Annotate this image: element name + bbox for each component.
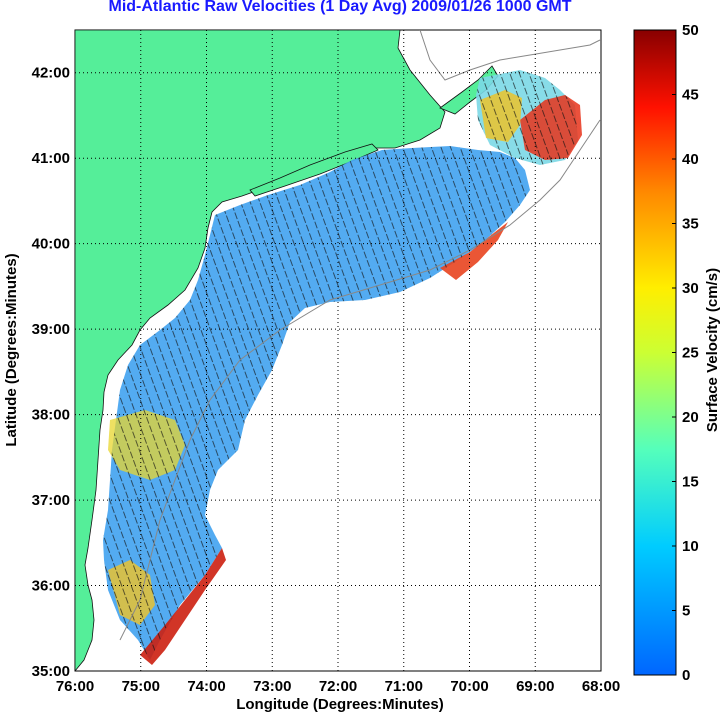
colorbar	[633, 29, 677, 676]
latitude-tick-label: 40:00	[32, 236, 70, 253]
bathymetry-contour	[119, 119, 601, 641]
long-island	[249, 143, 379, 197]
latitude-tick-label: 35:00	[32, 663, 70, 680]
longitude-tick-label: 68:00	[582, 678, 620, 695]
x-axis-label: Longitude (Degrees:Minutes)	[236, 696, 444, 713]
latitude-tick-label: 36:00	[32, 578, 70, 595]
latitude-tick-label: 41:00	[32, 150, 70, 167]
latitude-tick-label: 42:00	[32, 65, 70, 82]
longitude-tick-label: 73:00	[253, 678, 291, 695]
colorbar-tick-label: 35	[682, 216, 699, 233]
latitude-tick-label: 38:00	[32, 407, 70, 424]
longitude-tick-label: 76:00	[56, 678, 94, 695]
longitude-tick-label: 69:00	[516, 678, 554, 695]
latitude-tick-label: 39:00	[32, 321, 70, 338]
map-title: Mid-Atlantic Raw Velocities (1 Day Avg) …	[108, 0, 572, 15]
longitude-tick-label: 74:00	[187, 678, 225, 695]
longitude-tick-label: 72:00	[319, 678, 357, 695]
latitude-ticks: 35:00 36:00 37:00 38:00 39:00 40:00 41:00 42:00	[32, 65, 70, 680]
colorbar-tick-label: 45	[682, 87, 699, 104]
bathymetry-contour-2	[419, 30, 601, 81]
grid-lines	[75, 30, 601, 671]
colorbar-tick-label: 5	[682, 603, 690, 620]
longitude-tick-label: 71:00	[385, 678, 423, 695]
y-axis-label: Latitude (Degrees:Minutes)	[3, 253, 20, 446]
velocity-arrows	[103, 70, 578, 660]
longitude-tick-label: 70:00	[450, 678, 488, 695]
colorbar-label: Surface Velocity (cm/s)	[704, 268, 721, 432]
colorbar-tick-label: 40	[682, 151, 699, 168]
colorbar-tick-label: 50	[682, 22, 699, 39]
colorbar-tick-label: 25	[682, 345, 699, 362]
colorbar-tick-label: 10	[682, 538, 699, 555]
colorbar-ticks: 0 5 10 15 20 25 30 35 40 45 50	[672, 22, 699, 684]
land-mass	[75, 30, 446, 671]
colorbar-tick-label: 15	[682, 474, 699, 491]
longitude-ticks: 76:00 75:00 74:00 73:00 72:00 71:00 70:00 69:00…	[56, 678, 620, 695]
latitude-tick-label: 37:00	[32, 492, 70, 509]
colorbar-tick-label: 20	[682, 409, 699, 426]
colorbar-tick-label: 0	[682, 667, 690, 684]
colorbar-tick-label: 30	[682, 280, 699, 297]
longitude-tick-label: 75:00	[122, 678, 160, 695]
